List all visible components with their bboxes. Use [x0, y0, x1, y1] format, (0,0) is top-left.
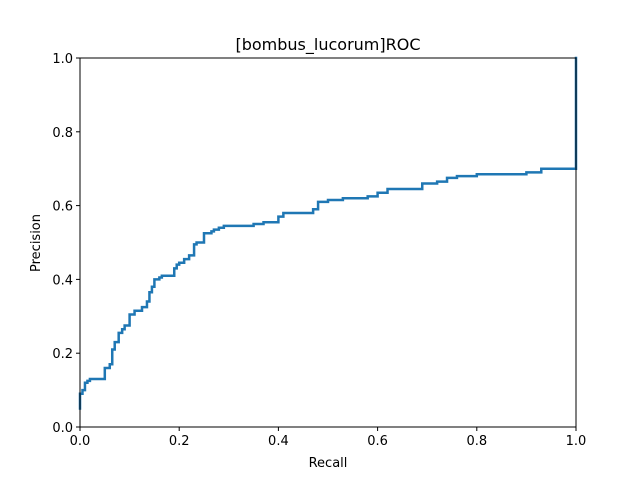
precision-recall-line	[78, 56, 578, 410]
y-tick-label: 0.6	[52, 200, 73, 215]
y-axis-ticks: 0.0 0.2 0.4 0.6 0.8 1.0	[52, 52, 80, 436]
x-tick-label: 0.2	[169, 434, 190, 449]
chart-title: [bombus_lucorum]ROC	[235, 35, 420, 55]
x-axis-ticks: 0.0 0.2 0.4 0.6 0.8 1.0	[70, 427, 587, 449]
x-tick-label: 1.0	[566, 434, 587, 449]
y-tick-label: 1.0	[52, 52, 73, 67]
x-tick-label: 0.6	[367, 434, 388, 449]
y-axis-label: Precision	[29, 214, 44, 272]
x-tick-label: 0.8	[466, 434, 487, 449]
x-tick-label: 0.0	[70, 434, 91, 449]
y-tick-label: 0.2	[52, 347, 73, 362]
y-tick-label: 0.0	[52, 421, 73, 436]
x-axis-label: Recall	[309, 456, 348, 471]
plot-area	[78, 56, 578, 410]
x-tick-label: 0.4	[268, 434, 289, 449]
y-tick-label: 0.4	[52, 273, 73, 288]
axes-frame	[79, 57, 577, 428]
y-tick-label: 0.8	[52, 126, 73, 141]
